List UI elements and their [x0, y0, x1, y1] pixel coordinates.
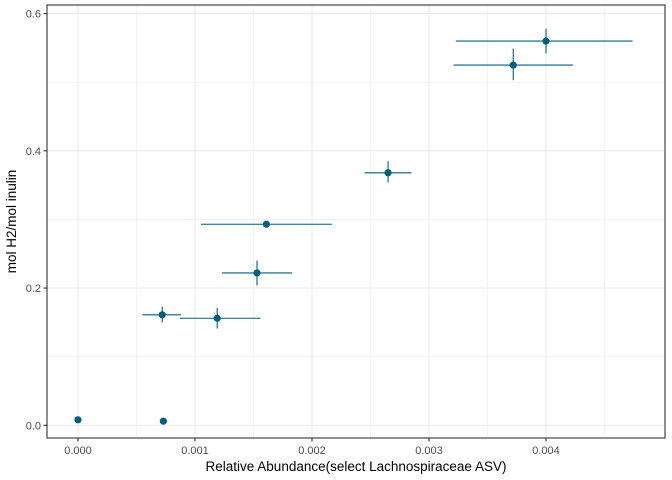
data-point	[509, 61, 517, 69]
x-tick-label: 0.003	[415, 445, 443, 457]
data-point	[159, 417, 167, 425]
x-tick-label: 0.004	[532, 445, 560, 457]
y-tick-label: 0.4	[26, 146, 41, 158]
data-points	[74, 37, 550, 425]
y-tick-label: 0.2	[26, 283, 41, 295]
data-point	[213, 314, 221, 322]
x-tick-label: 0.002	[298, 445, 326, 457]
x-axis-title: Relative Abundance(select Lachnospiracea…	[206, 459, 507, 474]
x-tick-label: 0.000	[64, 445, 92, 457]
x-tick-label: 0.001	[181, 445, 209, 457]
data-point	[74, 416, 82, 424]
panel-border	[46, 4, 666, 439]
y-tick-label: 0.6	[26, 9, 41, 21]
data-point	[384, 169, 392, 177]
grid	[47, 5, 665, 438]
data-point	[158, 311, 166, 319]
data-point	[542, 37, 550, 45]
y-axis-title: mol H2/mol inulin	[4, 170, 19, 274]
y-tick-label: 0.0	[26, 420, 41, 432]
axis-ticks: 0.000 0.001 0.002 0.003 0.004 0.0 0.2 0.4 0.6	[26, 9, 560, 457]
data-point	[262, 220, 270, 228]
data-point	[253, 269, 261, 277]
